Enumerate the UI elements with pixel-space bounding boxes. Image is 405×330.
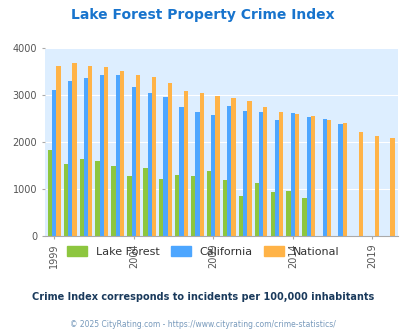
Bar <box>151 78 156 236</box>
Bar <box>68 81 72 236</box>
Bar <box>254 183 258 236</box>
Bar <box>222 180 226 236</box>
Bar <box>262 107 267 236</box>
Bar <box>322 119 326 236</box>
Bar <box>111 166 115 236</box>
Bar <box>310 115 314 236</box>
Bar <box>290 113 294 236</box>
Bar <box>179 107 183 236</box>
Bar <box>163 97 167 236</box>
Legend: Lake Forest, California, National: Lake Forest, California, National <box>63 243 342 260</box>
Bar <box>338 124 342 236</box>
Bar <box>207 171 211 236</box>
Bar <box>390 138 394 236</box>
Text: Lake Forest Property Crime Index: Lake Forest Property Crime Index <box>71 8 334 22</box>
Bar <box>115 75 120 236</box>
Bar <box>199 92 203 236</box>
Bar <box>242 111 247 236</box>
Bar <box>56 66 60 236</box>
Bar <box>342 123 346 236</box>
Bar <box>72 63 77 236</box>
Bar <box>95 161 100 236</box>
Bar <box>190 176 195 236</box>
Bar <box>48 150 52 236</box>
Bar <box>231 98 235 236</box>
Bar <box>326 120 330 236</box>
Bar <box>286 191 290 236</box>
Bar <box>120 71 124 236</box>
Bar <box>131 87 136 236</box>
Bar <box>104 67 108 236</box>
Bar <box>374 136 378 236</box>
Bar <box>270 192 274 236</box>
Bar <box>167 83 172 236</box>
Bar <box>302 198 306 236</box>
Bar <box>294 114 298 236</box>
Text: Crime Index corresponds to incidents per 100,000 inhabitants: Crime Index corresponds to incidents per… <box>32 292 373 302</box>
Bar <box>100 75 104 236</box>
Bar <box>79 159 84 236</box>
Bar <box>88 66 92 236</box>
Bar <box>247 101 251 236</box>
Bar <box>258 112 262 236</box>
Bar <box>306 117 310 236</box>
Bar <box>211 115 215 236</box>
Text: © 2025 CityRating.com - https://www.cityrating.com/crime-statistics/: © 2025 CityRating.com - https://www.city… <box>70 320 335 329</box>
Bar <box>147 92 151 236</box>
Bar <box>238 196 242 236</box>
Bar <box>136 75 140 236</box>
Bar <box>358 132 362 236</box>
Bar <box>183 91 188 236</box>
Bar <box>226 106 231 236</box>
Bar <box>195 112 199 236</box>
Bar <box>175 175 179 236</box>
Bar <box>127 176 131 236</box>
Bar <box>64 164 68 236</box>
Bar <box>84 79 88 236</box>
Bar <box>215 96 219 236</box>
Bar <box>159 179 163 236</box>
Bar <box>52 90 56 236</box>
Bar <box>143 168 147 236</box>
Bar <box>274 120 278 236</box>
Bar <box>278 112 283 236</box>
